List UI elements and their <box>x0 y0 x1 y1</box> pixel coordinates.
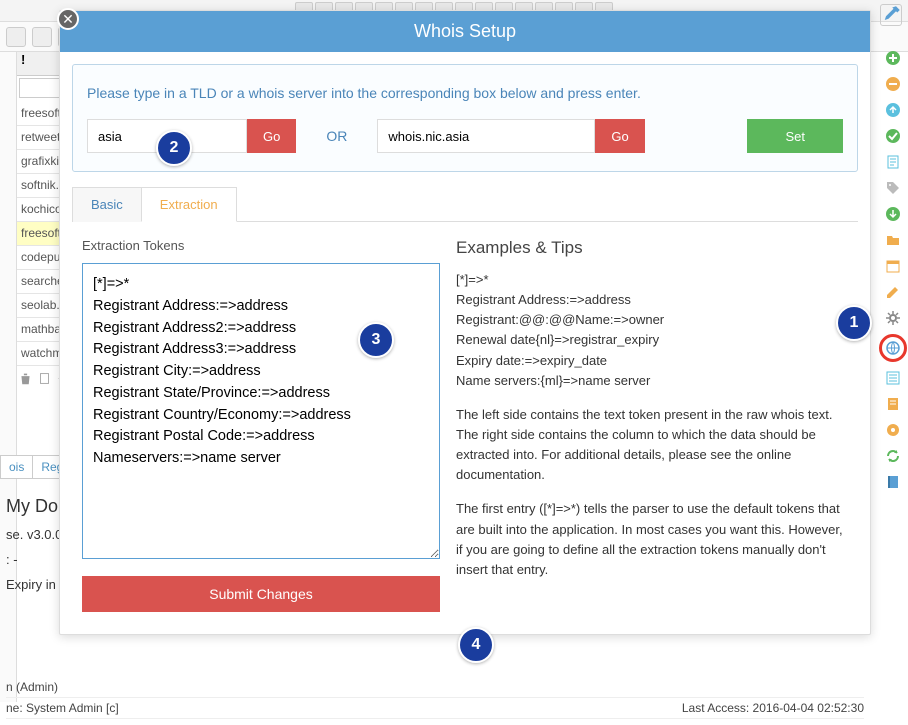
whois-server-input[interactable] <box>377 119 595 153</box>
whois-setup-modal: ✕ Whois Setup Please type in a TLD or a … <box>59 10 871 690</box>
modal-title: Whois Setup <box>60 11 870 52</box>
up-icon[interactable] <box>883 100 903 120</box>
server-go-button[interactable]: Go <box>595 119 644 153</box>
callout-4: 4 <box>458 627 494 663</box>
add-icon[interactable] <box>883 48 903 68</box>
edit-icon[interactable] <box>883 282 903 302</box>
page-icon[interactable] <box>38 372 51 385</box>
remove-icon[interactable] <box>883 74 903 94</box>
or-label: OR <box>312 128 361 144</box>
callout-3: 3 <box>358 322 394 358</box>
whois-setup-highlight <box>879 334 907 362</box>
gear-icon[interactable] <box>883 308 903 328</box>
cog-icon[interactable] <box>883 420 903 440</box>
examples-para-2: The first entry ([*]=>*) tells the parse… <box>456 499 848 580</box>
tokens-textarea[interactable] <box>82 263 440 559</box>
tld-go-button[interactable]: Go <box>247 119 296 153</box>
book-icon[interactable] <box>883 472 903 492</box>
tokens-label: Extraction Tokens <box>82 238 440 253</box>
download-icon[interactable] <box>883 204 903 224</box>
instruction-text: Please type in a TLD or a whois server i… <box>87 85 843 101</box>
eyedropper-icon[interactable] <box>880 4 902 26</box>
check-icon[interactable] <box>883 126 903 146</box>
note-icon[interactable] <box>883 394 903 414</box>
tabs: Basic Extraction <box>72 186 858 222</box>
trash-icon[interactable] <box>19 372 32 385</box>
tab-whois[interactable]: ois <box>0 455 33 479</box>
folder-icon[interactable] <box>883 230 903 250</box>
file-icon[interactable] <box>883 152 903 172</box>
right-sidebar <box>878 44 908 492</box>
submit-changes-button[interactable]: Submit Changes <box>82 576 440 612</box>
list-icon[interactable] <box>883 368 903 388</box>
tab-basic[interactable]: Basic <box>72 187 142 222</box>
examples-title: Examples & Tips <box>456 238 848 258</box>
callout-1: 1 <box>836 305 872 341</box>
examples-para-1: The left side contains the text token pr… <box>456 405 848 486</box>
close-icon[interactable]: ✕ <box>57 8 79 30</box>
examples-code: [*]=>*Registrant Address:=>addressRegist… <box>456 270 848 391</box>
refresh-icon[interactable] <box>883 446 903 466</box>
tab-extraction[interactable]: Extraction <box>141 187 237 222</box>
set-button[interactable]: Set <box>747 119 843 153</box>
cal-icon[interactable] <box>883 256 903 276</box>
whois-setup-icon[interactable] <box>883 338 903 358</box>
tag-icon[interactable] <box>883 178 903 198</box>
callout-2: 2 <box>156 130 192 166</box>
